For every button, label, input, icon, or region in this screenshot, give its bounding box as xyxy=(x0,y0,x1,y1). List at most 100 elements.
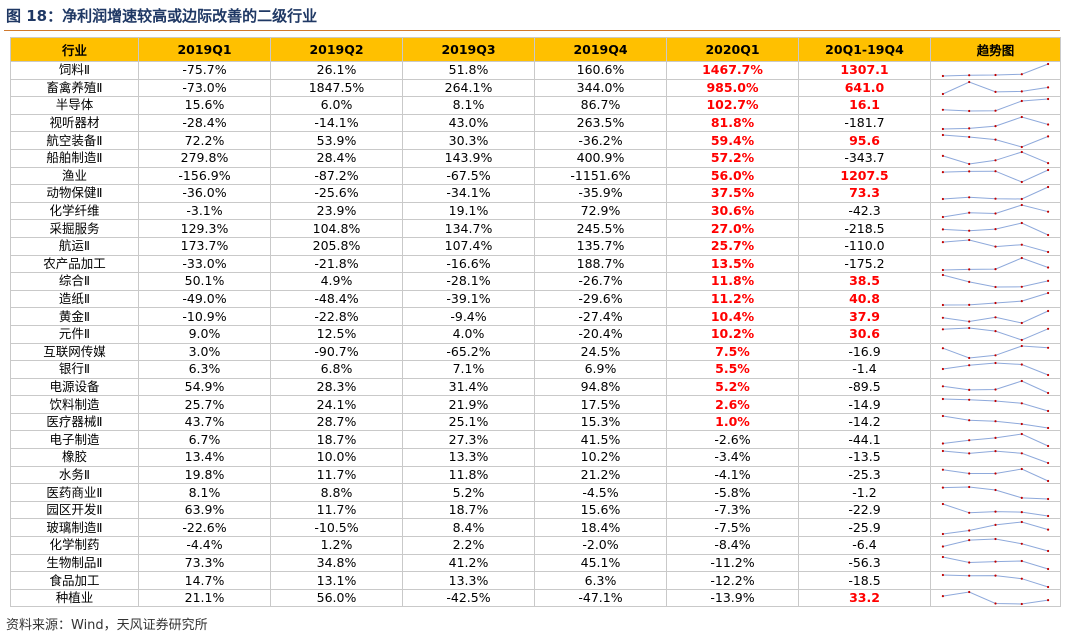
change-cell: 38.5 xyxy=(798,272,931,291)
2019q4-cell: 21.2% xyxy=(534,465,667,485)
2020q1-cell: 985.0% xyxy=(666,78,799,98)
sparkline-line xyxy=(942,556,1049,570)
sparkline-point xyxy=(1047,327,1050,331)
change-cell: -175.2 xyxy=(798,254,931,274)
sparkline-line xyxy=(942,450,1049,464)
sparkline-point xyxy=(1047,409,1050,412)
header-2019q4: 2019Q4 xyxy=(534,37,667,62)
sparkline-point xyxy=(994,110,997,113)
sparkline-point xyxy=(994,560,997,563)
sparkline-point xyxy=(994,436,997,439)
2019q1-cell: 6.3% xyxy=(138,360,271,379)
2019q2-cell: 13.1% xyxy=(270,571,403,590)
2019q3-cell: 8.4% xyxy=(402,518,535,538)
sparkline-point xyxy=(1047,63,1050,66)
sparkline-point xyxy=(1047,462,1050,465)
change-cell: 641.0 xyxy=(798,78,931,98)
sparkline-point xyxy=(941,92,944,95)
sparkline-point xyxy=(968,320,971,323)
2019q2-cell: 11.7% xyxy=(270,465,403,485)
trend-cell xyxy=(930,78,1061,98)
sparkline-point xyxy=(1047,391,1050,395)
sparkline-point xyxy=(941,503,944,506)
sparkline-chart xyxy=(941,485,1050,500)
sparkline-point xyxy=(941,227,944,231)
industry-cell: 玻璃制造Ⅱ xyxy=(10,518,139,538)
sparkline-point xyxy=(1047,567,1050,571)
sparkline-point xyxy=(941,545,944,548)
2019q2-cell: 12.5% xyxy=(270,324,403,344)
sparkline-chart xyxy=(941,362,1050,377)
2019q2-cell: 11.7% xyxy=(270,500,403,520)
2019q1-cell: 43.7% xyxy=(138,412,271,432)
2019q3-cell: -39.1% xyxy=(402,289,535,309)
source-note: 资料来源：Wind，天风证券研究所 xyxy=(6,618,208,633)
industry-cell: 互联网传媒 xyxy=(10,342,139,362)
sparkline-chart xyxy=(941,520,1050,535)
sparkline-line xyxy=(942,134,1049,148)
2020q1-cell: 37.5% xyxy=(666,184,799,203)
sparkline-point xyxy=(968,196,971,199)
sparkline-point xyxy=(994,602,997,605)
sparkline-line xyxy=(942,186,1049,200)
2019q4-cell: 94.8% xyxy=(534,377,667,397)
sparkline-point xyxy=(941,442,944,445)
trend-cell xyxy=(930,131,1061,150)
2019q3-cell: -67.5% xyxy=(402,166,535,186)
2019q4-cell: 6.9% xyxy=(534,360,667,379)
2019q1-cell: -156.9% xyxy=(138,166,271,186)
sparkline-point xyxy=(994,198,997,201)
2019q1-cell: -3.1% xyxy=(138,201,271,221)
industry-cell: 食品加工 xyxy=(10,571,139,590)
sparkline-line xyxy=(942,274,1049,288)
sparkline-point xyxy=(1020,203,1023,207)
sparkline-point xyxy=(994,212,997,215)
2019q2-cell: 28.3% xyxy=(270,377,403,397)
sparkline-point xyxy=(968,110,971,113)
2019q3-cell: 107.4% xyxy=(402,236,535,256)
table-row: 电子制造 6.7% 18.7% 27.3% 41.5% -2.6% -44.1 xyxy=(10,430,1061,450)
sparkline-point xyxy=(1047,550,1050,553)
2019q4-cell: 344.0% xyxy=(534,78,667,98)
change-cell: -42.3 xyxy=(798,201,931,221)
2019q2-cell: -10.5% xyxy=(270,518,403,538)
2019q1-cell: 3.0% xyxy=(138,342,271,362)
industry-cell: 银行Ⅱ xyxy=(10,360,139,379)
trend-cell xyxy=(930,219,1061,238)
2019q1-cell: -28.4% xyxy=(138,113,271,133)
table-header-row: 行业 2019Q1 2019Q2 2019Q3 2019Q4 2020Q1 20… xyxy=(10,37,1061,62)
2019q1-cell: 8.1% xyxy=(138,483,271,502)
sparkline-point xyxy=(994,420,997,423)
sparkline-point xyxy=(941,109,944,112)
change-cell: -16.9 xyxy=(798,342,931,362)
industry-growth-table: 行业 2019Q1 2019Q2 2019Q3 2019Q4 2020Q1 20… xyxy=(10,37,1061,608)
2019q4-cell: 245.5% xyxy=(534,219,667,238)
industry-cell: 造纸Ⅱ xyxy=(10,289,139,309)
table-row: 水务Ⅱ 19.8% 11.7% 11.8% 21.2% -4.1% -25.3 xyxy=(10,465,1061,485)
2019q3-cell: 2.2% xyxy=(402,536,535,555)
2019q1-cell: 54.9% xyxy=(138,377,271,397)
sparkline-point xyxy=(968,398,971,401)
2020q1-cell: -7.5% xyxy=(666,518,799,538)
change-cell: -89.5 xyxy=(798,377,931,397)
sparkline-point xyxy=(994,450,997,453)
sparkline-point xyxy=(968,80,971,83)
sparkline-point xyxy=(1020,286,1023,289)
industry-cell: 化学制药 xyxy=(10,536,139,555)
2019q4-cell: 41.5% xyxy=(534,430,667,450)
2019q2-cell: 6.0% xyxy=(270,96,403,115)
2019q1-cell: 21.1% xyxy=(138,588,271,608)
sparkline-point xyxy=(1020,243,1023,247)
sparkline-point xyxy=(941,450,944,453)
header-2019q1: 2019Q1 xyxy=(138,37,271,62)
sparkline-line xyxy=(942,380,1049,394)
sparkline-chart xyxy=(941,555,1050,571)
sparkline-point xyxy=(968,472,971,475)
sparkline-point xyxy=(1020,467,1023,471)
sparkline-chart xyxy=(941,327,1050,342)
header-2019q3: 2019Q3 xyxy=(402,37,535,62)
2019q4-cell: 263.5% xyxy=(534,113,667,133)
industry-cell: 电子制造 xyxy=(10,430,139,450)
sparkline-chart xyxy=(941,450,1050,465)
2019q3-cell: 18.7% xyxy=(402,500,535,520)
